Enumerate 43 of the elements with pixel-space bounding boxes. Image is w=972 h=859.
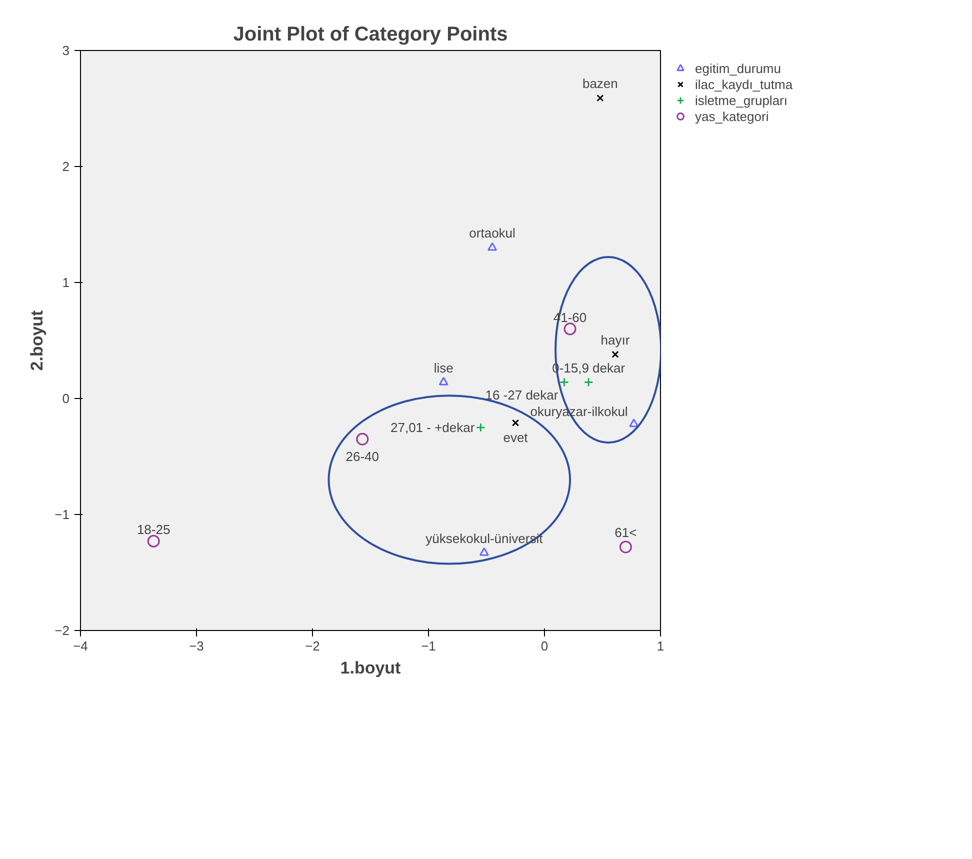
point bbox=[147, 534, 160, 548]
y-tick-label: 2 bbox=[62, 159, 70, 174]
x-tick-label: 1 bbox=[656, 638, 664, 654]
point bbox=[559, 378, 569, 388]
point bbox=[356, 432, 369, 446]
annotation: 16 -27 dekar bbox=[485, 387, 559, 402]
point bbox=[488, 242, 498, 251]
x-tick-label: −4 bbox=[73, 638, 88, 654]
point bbox=[629, 418, 639, 428]
x-tick-label: 0 bbox=[540, 638, 548, 654]
annotation: 27,01 - +dekar bbox=[390, 420, 476, 435]
point bbox=[564, 322, 576, 336]
y-tick-label: −2 bbox=[54, 623, 70, 638]
chart-title: Joint Plot of Category Points bbox=[233, 24, 508, 46]
point bbox=[612, 350, 619, 358]
y-tick-label: 3 bbox=[62, 43, 70, 58]
x-tick-label: −3 bbox=[189, 638, 204, 654]
annotation: lise bbox=[434, 360, 454, 376]
point bbox=[584, 378, 594, 388]
legend-label: yas_kategori bbox=[695, 108, 769, 124]
point bbox=[512, 419, 520, 426]
y-tick-label: 1 bbox=[62, 275, 70, 290]
annotation: ortaokul bbox=[469, 226, 516, 241]
annotation: bazen bbox=[582, 76, 618, 92]
y-axis-title: 2.boyut bbox=[28, 310, 47, 371]
annotation: evet bbox=[503, 430, 528, 445]
x-axis-title: 1.boyut bbox=[340, 658, 402, 678]
point bbox=[438, 376, 448, 386]
y-tick-label: 0 bbox=[62, 391, 70, 406]
point bbox=[479, 547, 489, 556]
x-tick-label: −2 bbox=[305, 638, 320, 654]
x-tick-label: −1 bbox=[421, 638, 436, 654]
point bbox=[596, 94, 604, 102]
annotation: 61< bbox=[614, 524, 637, 540]
annotation: hayır bbox=[600, 332, 630, 348]
annotation: 18-25 bbox=[136, 522, 170, 538]
legend-label: egitim_durumu bbox=[695, 60, 781, 76]
legend-label: isletme_grupları bbox=[695, 92, 788, 108]
annotation: 26-40 bbox=[346, 449, 380, 464]
y-tick-label: −1 bbox=[54, 507, 70, 522]
point bbox=[619, 540, 632, 554]
point bbox=[476, 422, 486, 432]
legend-label: ilac_kaydı_tutma bbox=[695, 76, 793, 92]
